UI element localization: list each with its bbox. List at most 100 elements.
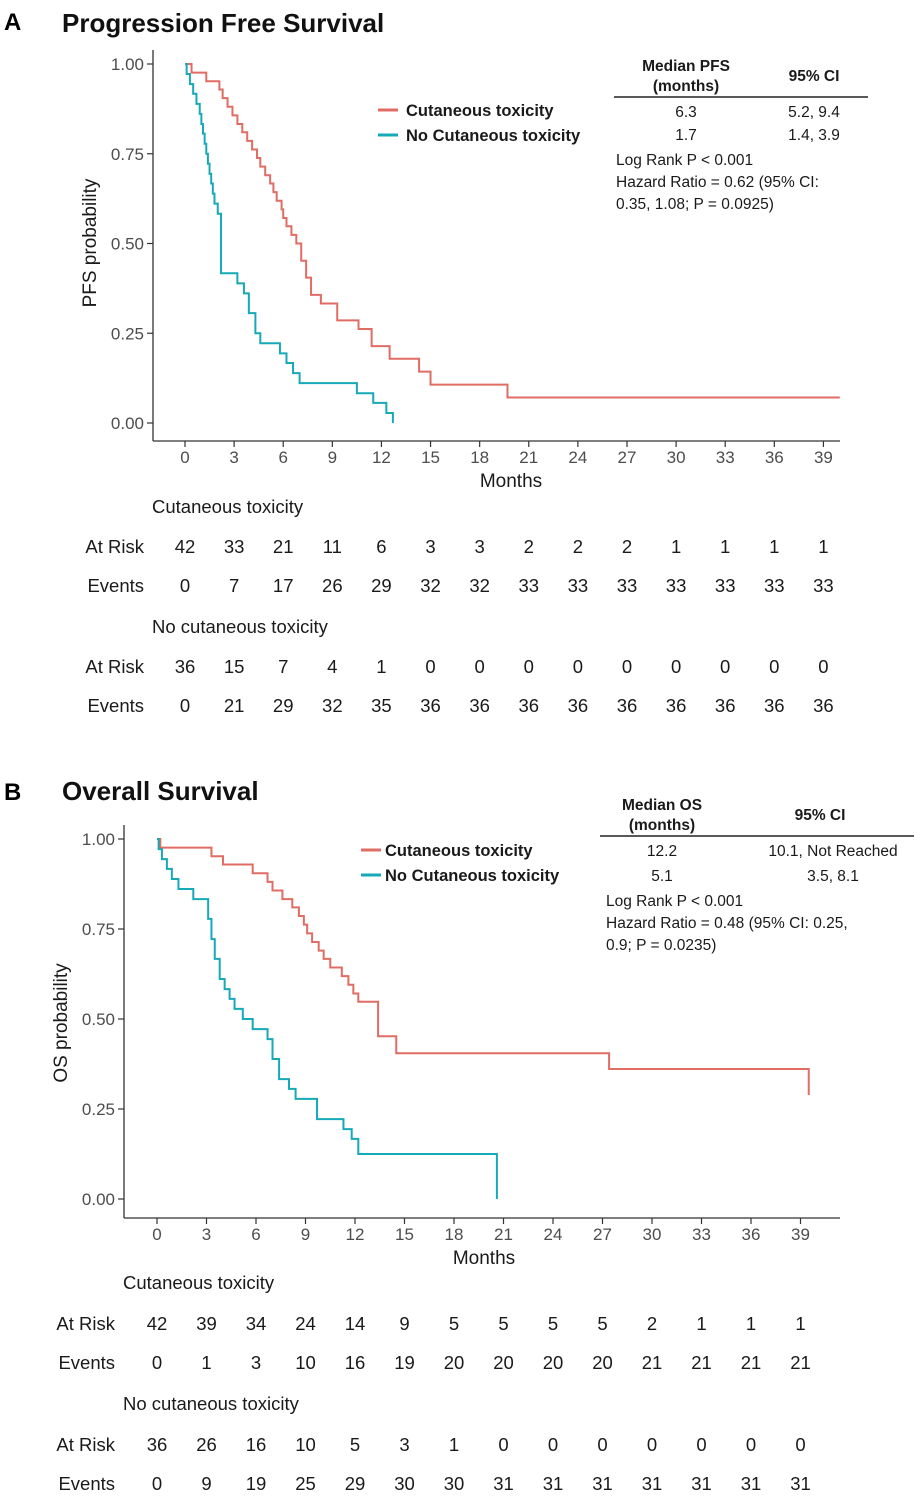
risk-value: 35 xyxy=(371,695,392,716)
x-tick-label: 39 xyxy=(791,1225,810,1244)
risk-value: 30 xyxy=(444,1473,465,1494)
legend-label-no-cutaneous: No Cutaneous toxicity xyxy=(385,867,560,885)
x-tick-label: 24 xyxy=(568,448,587,467)
stats-ci-no-cutaneous: 3.5, 8.1 xyxy=(807,868,859,885)
stats-header-median-line1: Median PFS xyxy=(642,58,730,75)
risk-value: 32 xyxy=(322,695,343,716)
risk-value: 0 xyxy=(746,1434,756,1455)
risk-value: 31 xyxy=(642,1473,663,1494)
risk-value: 5 xyxy=(449,1313,459,1334)
risk-value: 14 xyxy=(345,1313,366,1334)
risk-value: 26 xyxy=(196,1434,217,1455)
x-tick-label: 36 xyxy=(742,1225,761,1244)
x-tick-label: 27 xyxy=(618,448,637,467)
y-tick-label: 0.25 xyxy=(82,1100,115,1119)
y-tick-label: 0.75 xyxy=(111,145,144,164)
risk-value: 33 xyxy=(764,575,785,596)
risk-value: 0 xyxy=(180,575,190,596)
x-tick-label: 18 xyxy=(470,448,489,467)
risk-value: 3 xyxy=(425,536,435,557)
risk-value: 34 xyxy=(246,1313,267,1334)
risk-value: 21 xyxy=(790,1352,811,1373)
risk-value: 19 xyxy=(394,1352,415,1373)
x-ticks-b: 0 3 6 9 12 15 18 21 24 27 30 33 36 39 xyxy=(152,1218,810,1244)
curve-no-cutaneous-toxicity xyxy=(185,63,394,423)
stats-median-no-cutaneous: 5.1 xyxy=(651,868,673,885)
risk-values-b: 42 39 34 24 14 9 5 5 5 5 2 1 1 10 1 3 10 16 19 20 20 20 20 21 21… xyxy=(147,1313,811,1494)
note-hazard-ratio-cont: 0.35, 1.08; P = 0.0925) xyxy=(616,196,774,213)
x-tick-label: 9 xyxy=(301,1225,310,1244)
risk-value: 29 xyxy=(273,695,294,716)
risk-value: 42 xyxy=(175,536,196,557)
x-tick-label: 6 xyxy=(251,1225,260,1244)
legend-a: Cutaneous toxicity No Cutaneous toxicity xyxy=(378,102,581,145)
risk-value: 4 xyxy=(327,656,337,677)
x-tick-label: 6 xyxy=(278,448,287,467)
note-hazard-ratio-cont: 0.9; P = 0.0235) xyxy=(606,937,716,954)
x-tick-label: 0 xyxy=(180,448,189,467)
risk-values-a: 42 33 21 11 6 3 3 2 2 2 1 1 1 10 7 17 26 29 32 32 33 33 33 33 33… xyxy=(175,536,834,716)
risk-value: 31 xyxy=(790,1473,811,1494)
risk-value: 29 xyxy=(345,1473,366,1494)
risk-value: 33 xyxy=(568,575,589,596)
risk-value: 0 xyxy=(425,656,435,677)
risk-value: 42 xyxy=(147,1313,168,1334)
risk-value: 36 xyxy=(568,695,589,716)
panel-a-label: A xyxy=(4,9,21,36)
x-tick-label: 39 xyxy=(814,448,833,467)
y-tick-label: 0.50 xyxy=(111,235,144,254)
risk-value: 31 xyxy=(493,1473,514,1494)
risk-value: 0 xyxy=(622,656,632,677)
plot-b: 0.000.250.500.751.00 0 3 6 9 12 15 18 21 24 27 30 3… xyxy=(51,825,840,1269)
x-axis-label-a: Months xyxy=(480,471,542,492)
risk-value: 36 xyxy=(518,695,539,716)
risk-group-name: Cutaneous toxicity xyxy=(123,1272,275,1293)
risk-value: 21 xyxy=(224,695,245,716)
stats-table-a: Median PFS (months) 95% CI 6.3 5.2, 9.4 … xyxy=(614,58,868,213)
risk-value: 36 xyxy=(617,695,638,716)
risk-value: 21 xyxy=(691,1352,712,1373)
risk-value: 1 xyxy=(696,1313,706,1334)
risk-row-label: At Risk xyxy=(56,1313,115,1334)
risk-value: 0 xyxy=(524,656,534,677)
stats-median-cutaneous: 6.3 xyxy=(675,104,697,121)
risk-value: 3 xyxy=(251,1352,261,1373)
x-tick-label: 3 xyxy=(202,1225,211,1244)
risk-value: 30 xyxy=(394,1473,415,1494)
risk-value: 0 xyxy=(795,1434,805,1455)
risk-value: 1 xyxy=(201,1352,211,1373)
risk-value: 21 xyxy=(642,1352,663,1373)
risk-row-label: Events xyxy=(87,575,144,596)
risk-value: 1 xyxy=(449,1434,459,1455)
panel-b-title: Overall Survival xyxy=(62,776,259,806)
risk-value: 9 xyxy=(201,1473,211,1494)
legend-b: Cutaneous toxicity No Cutaneous toxicity xyxy=(361,842,560,885)
curve-cutaneous-toxicity xyxy=(185,63,840,399)
risk-table-a: Cutaneous toxicity At Risk Events No cut… xyxy=(85,496,833,716)
panel-b: B Overall Survival 0.000.250.500.751.00 … xyxy=(4,776,914,1494)
risk-value: 1 xyxy=(769,536,779,557)
y-tick-label: 0.00 xyxy=(82,1190,115,1209)
risk-value: 5 xyxy=(548,1313,558,1334)
risk-value: 36 xyxy=(147,1434,168,1455)
stats-header-median-line2: (months) xyxy=(629,817,695,834)
panel-a: A Progression Free Survival 0.00 0.25 0.50… xyxy=(4,8,868,716)
risk-value: 0 xyxy=(573,656,583,677)
stats-ci-cutaneous: 10.1, Not Reached xyxy=(768,843,897,860)
risk-value: 7 xyxy=(229,575,239,596)
risk-value: 1 xyxy=(746,1313,756,1334)
risk-value: 0 xyxy=(498,1434,508,1455)
risk-value: 0 xyxy=(475,656,485,677)
x-tick-label: 0 xyxy=(152,1225,161,1244)
x-tick-label: 12 xyxy=(346,1225,365,1244)
risk-value: 25 xyxy=(295,1473,316,1494)
risk-row-label: At Risk xyxy=(56,1434,115,1455)
risk-value: 1 xyxy=(671,536,681,557)
note-hazard-ratio: Hazard Ratio = 0.48 (95% CI: 0.25, xyxy=(606,915,848,932)
x-tick-label: 15 xyxy=(421,448,440,467)
risk-value: 0 xyxy=(769,656,779,677)
risk-value: 2 xyxy=(622,536,632,557)
risk-value: 0 xyxy=(152,1473,162,1494)
stats-table-b: Median OS (months) 95% CI 12.2 10.1, Not… xyxy=(600,797,914,954)
